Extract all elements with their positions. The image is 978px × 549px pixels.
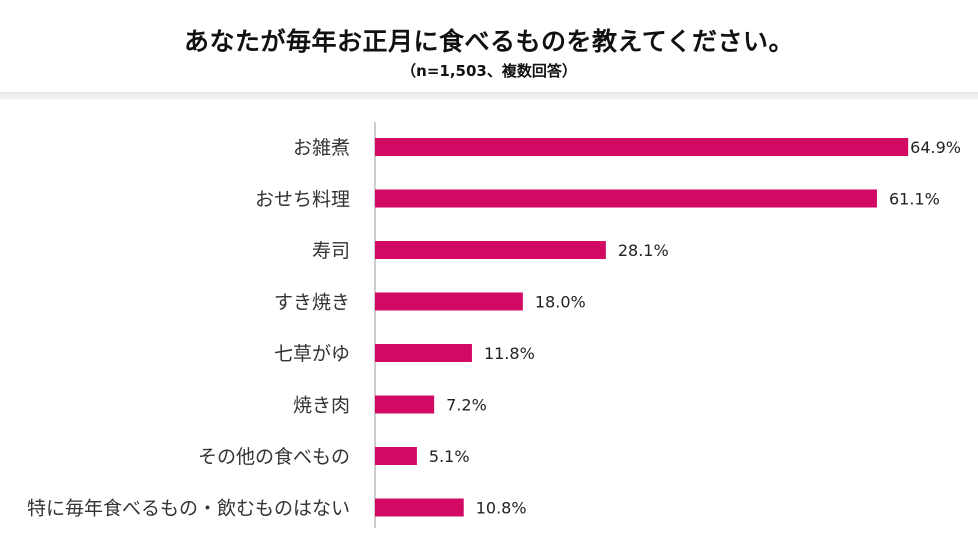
value-label: 7.2%: [446, 396, 487, 415]
bar: [375, 292, 523, 311]
category-label: お雑煮: [293, 137, 350, 159]
category-label: 七草がゆ: [274, 343, 350, 365]
bar: [375, 138, 909, 156]
category-label: すき焼き: [274, 292, 350, 314]
chart-subtitle: （n=1,503、複数回答）: [401, 62, 577, 80]
value-label: 61.1%: [889, 190, 940, 209]
bar: [375, 498, 464, 517]
bar: [375, 189, 877, 208]
value-label: 10.8%: [476, 499, 527, 518]
value-label: 64.9%: [910, 138, 961, 157]
header-divider: [0, 92, 978, 100]
bars-group: お雑煮 64.9% おせち料理 61.1% 寿司 28.1% すき焼き 18.0% 七草がゆ 11…: [27, 137, 961, 520]
value-label: 11.8%: [484, 344, 535, 363]
category-label: おせち料理: [255, 189, 350, 211]
bar: [375, 241, 606, 259]
category-label: 寿司: [312, 240, 350, 262]
value-label: 5.1%: [429, 447, 470, 466]
category-label: その他の食べもの: [198, 446, 350, 468]
bar-chart: お雑煮 64.9% おせち料理 61.1% 寿司 28.1% すき焼き 18.0% 七草がゆ 11…: [27, 122, 961, 528]
category-label: 特に毎年食べるもの・飲むものはない: [27, 498, 350, 520]
bar: [375, 344, 472, 362]
value-label: 18.0%: [535, 293, 586, 312]
chart-title: あなたが毎年お正月に食べるものを教えてください。: [183, 27, 794, 56]
value-label: 28.1%: [618, 241, 669, 260]
bar: [375, 395, 435, 414]
bar: [375, 447, 417, 465]
category-label: 焼き肉: [293, 395, 350, 417]
